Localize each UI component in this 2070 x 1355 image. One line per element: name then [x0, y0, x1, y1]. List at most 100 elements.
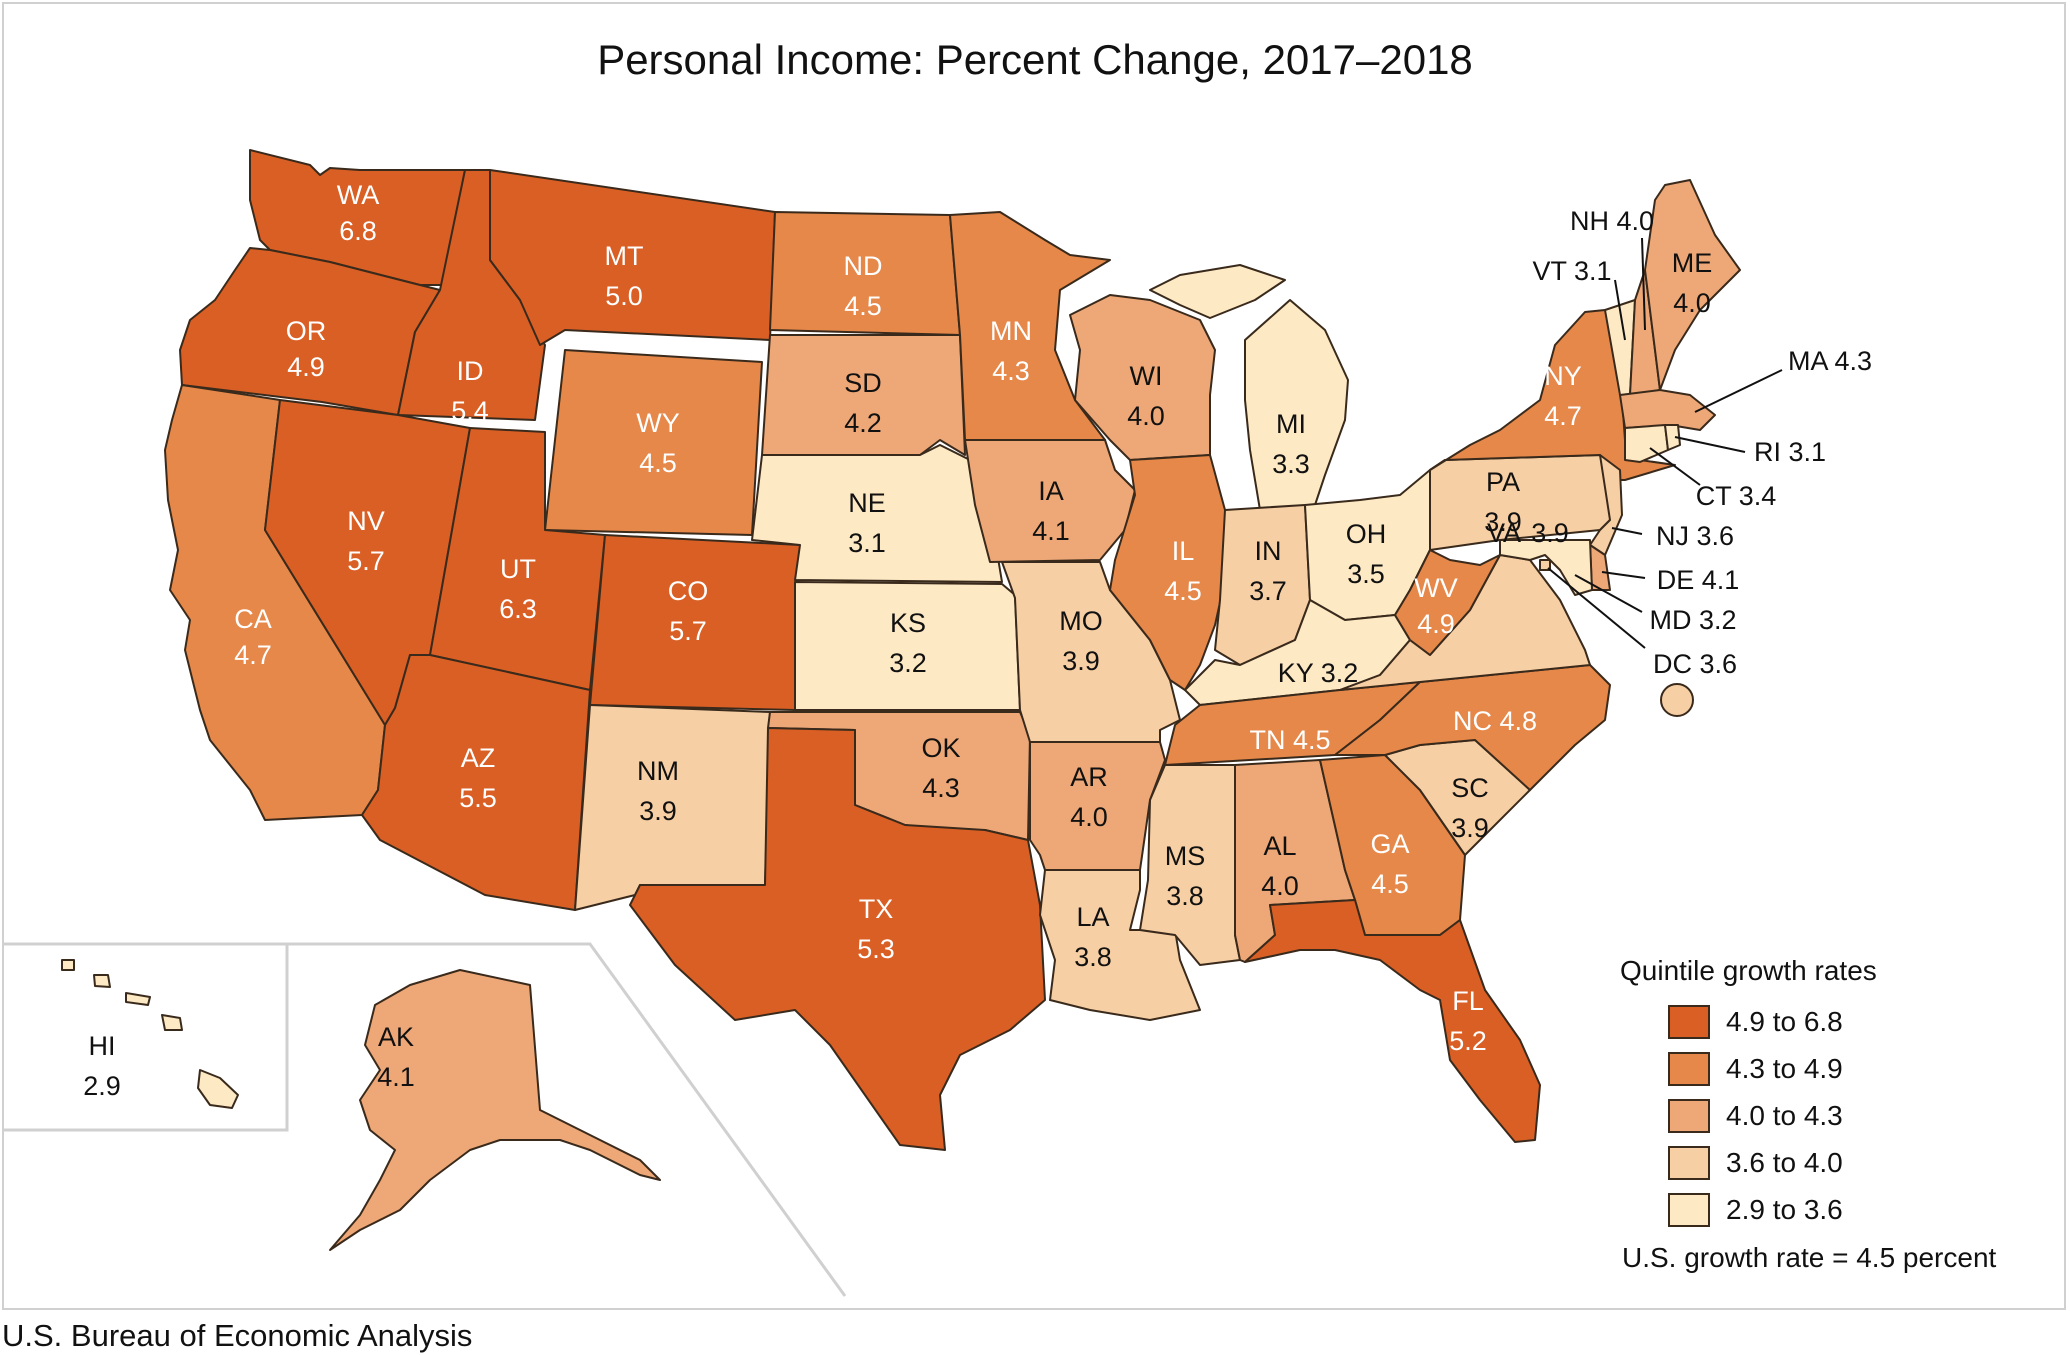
callout-RI-line	[1674, 436, 1746, 453]
map-frame	[2, 2, 2066, 1310]
state-AK	[329, 969, 661, 1251]
callout-MA-value: 4.3	[1834, 346, 1872, 376]
legend-swatch	[1668, 1146, 1710, 1180]
callout-NJ-line	[1611, 527, 1643, 535]
label-OR-abbr: OR	[286, 316, 327, 346]
label-NY-abbr: NY	[1544, 361, 1582, 391]
label-KY-value: 3.2	[1321, 658, 1359, 688]
label-ME-value: 4.0	[1673, 288, 1711, 318]
state-HI	[197, 1069, 239, 1109]
state-MI	[1244, 299, 1349, 511]
callout-NH: NH 4.0	[1570, 206, 1654, 236]
label-AK-abbr: AK	[378, 1022, 414, 1052]
label-SD-abbr: SD	[844, 368, 882, 398]
inset-divider	[2, 942, 847, 1297]
label-IL-abbr: IL	[1172, 536, 1195, 566]
legend-label: 4.9 to 6.8	[1726, 1006, 1843, 1037]
label-KY-abbr: KY	[1278, 658, 1314, 688]
label-SD-value: 4.2	[844, 408, 882, 438]
label-WV-value: 4.9	[1417, 609, 1455, 639]
dc-marker	[1660, 683, 1694, 717]
callout-MD: MD 3.2	[1649, 605, 1736, 635]
callout-CT-value: 3.4	[1739, 481, 1777, 511]
label-OR-value: 4.9	[287, 352, 325, 382]
callout-RI: RI 3.1	[1754, 437, 1826, 467]
label-ND-abbr: ND	[844, 251, 883, 281]
label-VA-line: VA	[1487, 518, 1521, 548]
label-MS-abbr: MS	[1165, 841, 1206, 871]
state-HI-molokai	[125, 992, 151, 1006]
state-WI	[1069, 294, 1216, 461]
label-WA-value: 6.8	[339, 216, 377, 246]
label-OH-abbr: OH	[1346, 519, 1387, 549]
callout-MA-line	[1694, 369, 1783, 413]
callout-NH-line	[1641, 237, 1646, 331]
legend-title: Quintile growth rates	[1620, 955, 1877, 986]
label-ND-value: 4.5	[844, 291, 882, 321]
label-MT-abbr: MT	[605, 241, 644, 271]
label-OH-value: 3.5	[1347, 559, 1385, 589]
label-SC-abbr: SC	[1451, 773, 1489, 803]
label-NE-value: 3.1	[848, 528, 886, 558]
label-MS-value: 3.8	[1166, 881, 1204, 911]
label-ID-abbr: ID	[457, 356, 484, 386]
label-SC-value: 3.9	[1451, 813, 1489, 843]
label-NY-value: 4.7	[1544, 401, 1582, 431]
state-KS	[794, 581, 1021, 711]
label-MO-value: 3.9	[1062, 646, 1100, 676]
callout-MD-abbr: MD	[1649, 605, 1691, 635]
label-NC: NC 4.8	[1453, 706, 1537, 736]
callout-VT-value: 3.1	[1574, 256, 1612, 286]
state-NC	[1334, 664, 1611, 791]
state-LA	[1039, 869, 1201, 1021]
label-CO-abbr: CO	[668, 576, 709, 606]
label-KS-value: 3.2	[889, 648, 927, 678]
label-IN-abbr: IN	[1255, 536, 1282, 566]
state-ME	[1644, 179, 1741, 391]
callout-NJ-abbr: NJ	[1656, 521, 1689, 551]
label-MT-value: 5.0	[605, 281, 643, 311]
label-NC-value: 4.8	[1499, 706, 1537, 736]
label-WY-abbr: WY	[636, 408, 680, 438]
hawaii-inset-border	[2, 944, 289, 1132]
legend-swatch	[1668, 1099, 1710, 1133]
state-RI	[1664, 424, 1681, 451]
callout-MA: MA 4.3	[1788, 346, 1872, 376]
label-WV-abbr: WV	[1414, 573, 1458, 603]
map-title: Personal Income: Percent Change, 2017–20…	[597, 36, 1473, 83]
label-TN-value: 4.5	[1293, 725, 1331, 755]
legend-swatch	[1668, 1193, 1710, 1227]
callout-VT-abbr: VT	[1532, 256, 1566, 286]
label-FL-value: 5.2	[1449, 1026, 1487, 1056]
label-OK-abbr: OK	[921, 733, 960, 763]
label-TN: TN 4.5	[1249, 725, 1330, 755]
state-TX	[629, 727, 1046, 1151]
label-CA-value: 4.7	[234, 640, 272, 670]
label-IN-value: 3.7	[1249, 576, 1287, 606]
label-WY-value: 4.5	[639, 448, 677, 478]
callout-NH-abbr: NH	[1570, 206, 1609, 236]
callout-RI-value: 3.1	[1788, 437, 1826, 467]
label-TX-value: 5.3	[857, 934, 895, 964]
state-MD	[1499, 539, 1593, 596]
label-WA-abbr: WA	[337, 180, 380, 210]
callout-DE-abbr: DE	[1657, 565, 1695, 595]
state-FL	[1244, 899, 1541, 1143]
label-MN-abbr: MN	[990, 316, 1032, 346]
label-UT-value: 6.3	[499, 594, 537, 624]
label-AZ-value: 5.5	[459, 783, 497, 813]
label-WI-value: 4.0	[1127, 401, 1165, 431]
label-AL-value: 4.0	[1261, 871, 1299, 901]
label-ID-value: 5.4	[451, 396, 489, 426]
label-NE-abbr: NE	[848, 488, 886, 518]
label-KY: KY 3.2	[1278, 658, 1359, 688]
label-NV-value: 5.7	[347, 546, 385, 576]
label-KS-abbr: KS	[890, 608, 926, 638]
label-PA-value: 3.9	[1484, 507, 1522, 537]
label-LA-value: 3.8	[1074, 942, 1112, 972]
callout-CT-abbr: CT	[1696, 481, 1732, 511]
legend-swatch	[1668, 1052, 1710, 1086]
label-GA-abbr: GA	[1370, 829, 1409, 859]
label-MN-value: 4.3	[992, 356, 1030, 386]
